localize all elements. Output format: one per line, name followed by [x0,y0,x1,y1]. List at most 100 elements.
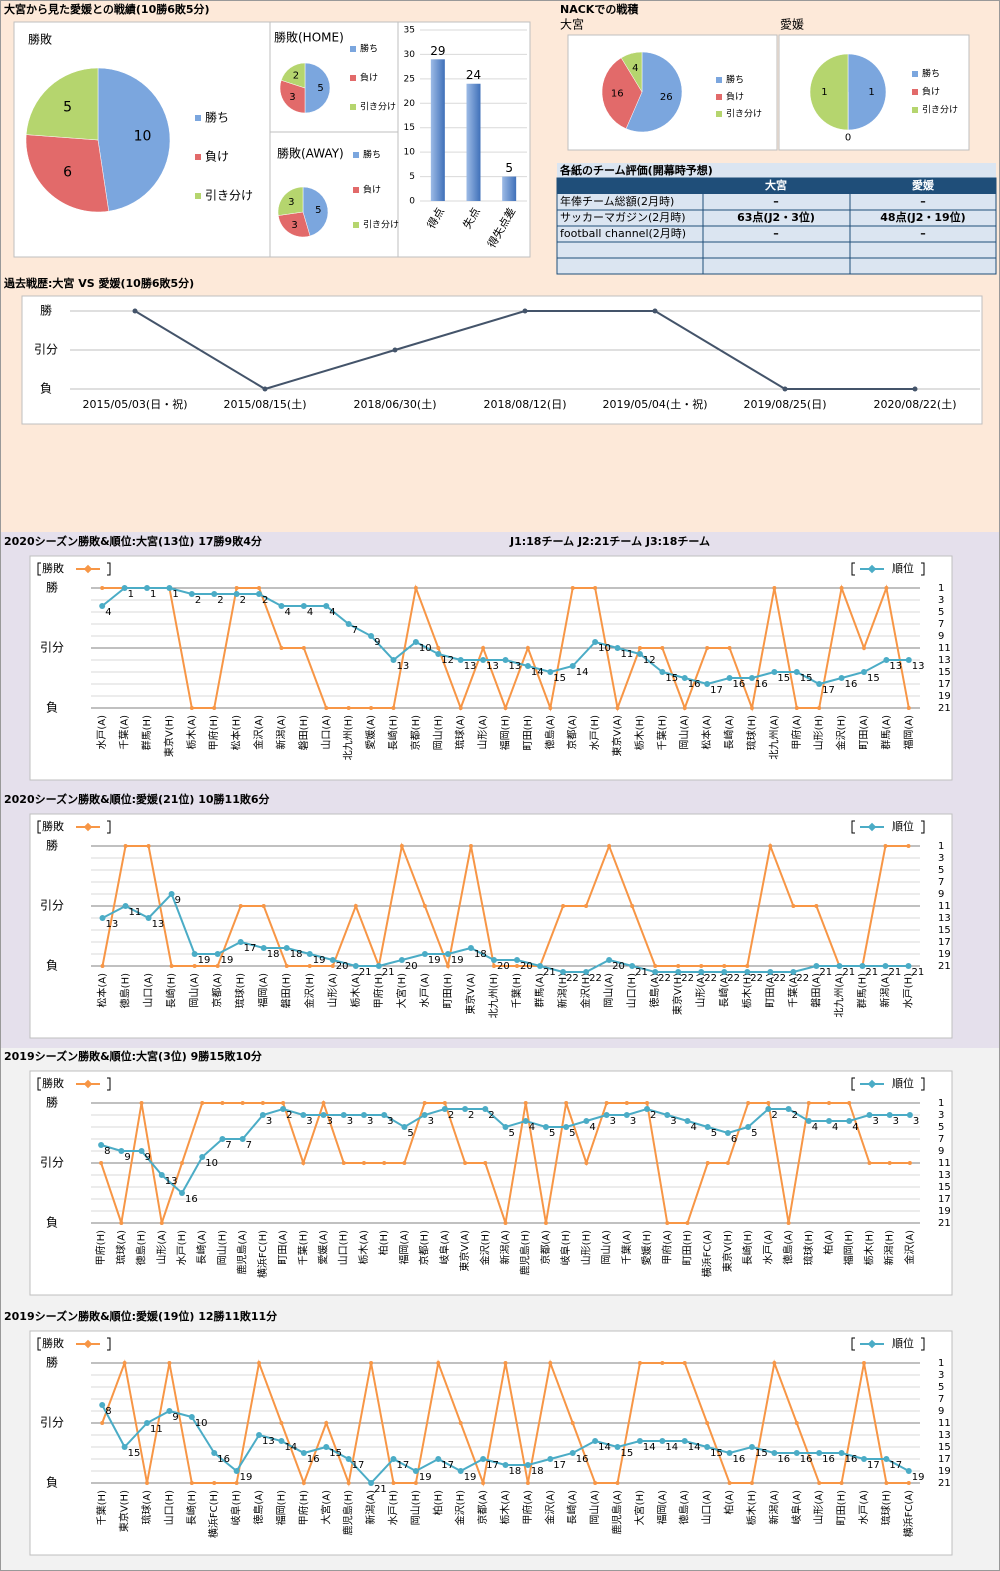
data-label: 19 [428,955,441,966]
x-tick-label: 町田(A) [278,1230,289,1265]
data-label: 2 [262,595,268,606]
point [457,1468,464,1474]
data-label: 21 [911,967,924,978]
x-tick-label: 千葉(A) [620,1230,633,1265]
data-label: 4 [589,1122,595,1133]
data-label: 18 [509,1466,522,1477]
y2-tick-label: 19 [938,1206,951,1217]
data-label: 2 [195,595,201,606]
data-label: 21 [359,967,372,978]
point [682,1361,687,1365]
data-label: 13 [486,661,499,672]
point [525,1481,530,1485]
y2-tick-label: 7 [938,877,944,888]
x-tick-label: 千葉(H) [510,973,523,1008]
data-label: 5 [63,99,72,115]
point [614,1444,621,1450]
data-label: 3 [289,92,295,103]
point [458,1421,463,1425]
point [682,706,687,710]
data-label: 20 [520,961,533,972]
point [399,844,404,848]
x-tick-label: 鹿児島(H) [342,1490,355,1535]
point [262,386,268,392]
y-tick-label: 勝 [46,1355,58,1370]
point [468,844,473,848]
point [793,669,800,675]
y-tick-label: 10 [404,148,416,158]
point [623,1112,630,1118]
point [771,669,778,675]
point [138,1148,145,1154]
point [330,964,335,968]
point [884,1481,889,1485]
x-tick-label: 東京V(A) [464,973,477,1015]
x-tick-label: 水戸(A) [858,1490,870,1525]
chart-title: 過去戦歴:大宮 VS 愛媛(10勝6敗5分) [3,276,194,290]
point [100,964,105,968]
point [813,963,820,969]
point [214,951,221,957]
legend-bracket [37,1077,41,1091]
x-tick-label: 栃木(A) [357,1230,370,1265]
x-tick-label: 群馬(H) [855,973,868,1008]
column-header: 大宮 [765,178,787,192]
legend-marker [867,1339,877,1349]
x-tick-label: 徳島(H) [119,973,132,1008]
legend-label: 負け [360,72,378,84]
x-tick-label: 東京V(H) [118,1490,131,1532]
point [704,1444,711,1450]
point [542,1124,549,1130]
legend-label: 勝敗 [42,1076,64,1090]
x-tick-label: 琉球(A) [114,1230,127,1265]
point [144,585,151,591]
data-label: 24 [466,68,481,82]
point [390,657,397,663]
x-tick-label: 岡山(A) [189,973,201,1008]
point [345,1456,352,1462]
point [584,904,589,908]
point [234,1481,239,1485]
legend-label: 負け [922,86,940,98]
x-tick-label: 琉球(A) [454,715,467,750]
x-tick-label: 山形(H) [580,1230,592,1265]
y-tick-label: 勝 [40,303,52,318]
data-label: 15 [621,1448,634,1459]
table-title-bg [557,163,996,178]
chart-title: 大宮 [560,17,584,32]
chart-title: 2020シーズン勝敗&順位:愛媛(21位) 10勝11敗6分 [4,792,270,806]
point [352,963,359,969]
data-label: 19 [464,1472,477,1483]
x-tick-label: 岡山(A) [601,1230,613,1265]
point [259,1112,266,1118]
point [215,964,220,968]
data-label: 16 [688,679,701,690]
legend-swatch [353,152,359,158]
point [906,706,911,710]
y-tick-label: 引分 [34,343,58,357]
point [793,1450,800,1456]
data-label: 15 [665,673,678,684]
data-label: 4 [307,607,313,618]
table-body-bg [557,194,996,274]
point [503,1221,508,1225]
data-label: 13 [509,661,522,672]
point [749,706,754,710]
x-tick-label: 甲府(A) [521,1490,534,1525]
y-tick-label: 25 [404,74,415,84]
x-tick-label: 山形(H) [813,715,825,750]
data-label: 17 [244,943,257,954]
legend-marker [867,1079,877,1089]
y2-tick-label: 9 [938,1146,944,1157]
x-tick-label: 福岡(H) [842,1230,855,1265]
point [817,706,822,710]
y-tick-label: 勝 [46,838,58,853]
series-line [102,892,909,973]
data-label: 16 [777,1454,790,1465]
data-label: 2 [240,595,246,606]
x-tick-label: 甲府(A) [790,715,803,750]
point [569,663,576,669]
x-tick-label: 大宮(A) [319,1490,332,1525]
y2-tick-label: 11 [938,643,951,654]
point [99,915,106,921]
